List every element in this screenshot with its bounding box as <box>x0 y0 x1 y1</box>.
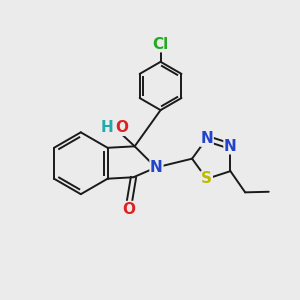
Text: H: H <box>100 120 113 135</box>
Text: O: O <box>115 120 128 135</box>
Text: S: S <box>201 171 212 186</box>
Text: O: O <box>123 202 136 217</box>
Text: N: N <box>150 160 163 175</box>
Text: Cl: Cl <box>152 37 169 52</box>
Text: N: N <box>200 131 213 146</box>
Text: N: N <box>224 139 237 154</box>
